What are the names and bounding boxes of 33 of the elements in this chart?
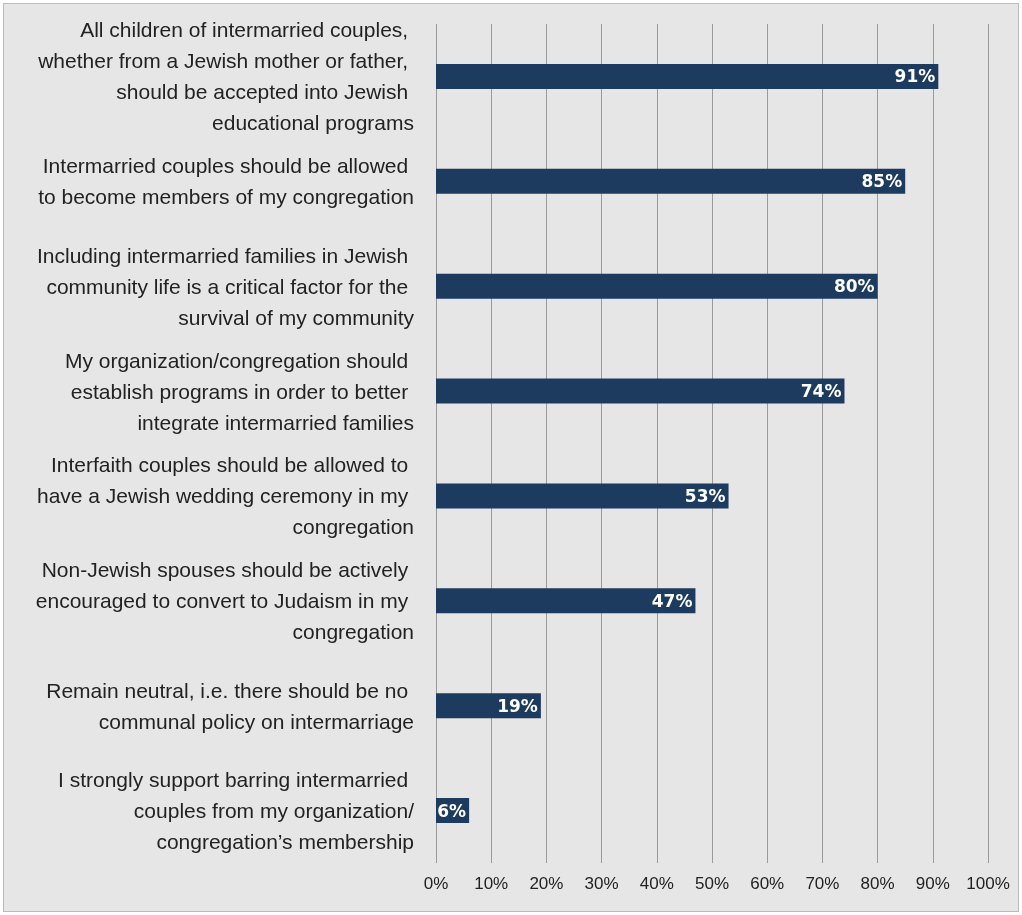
data-label: 6% (437, 800, 467, 821)
x-tick-label: 70% (805, 874, 840, 893)
bar (436, 483, 729, 509)
x-tick-label: 10% (474, 874, 509, 893)
y-tick-label: I strongly support barring intermarried couples from my organization/congregation’s membership (58, 768, 415, 854)
y-tick-label: Intermarried couples should be allowed to become members of my congregation (38, 154, 414, 209)
x-tick-label: 50% (694, 874, 730, 893)
bar (436, 273, 878, 299)
data-label: 91% (894, 66, 936, 87)
x-tick-label: 20% (529, 874, 564, 893)
data-label: 80% (833, 276, 875, 297)
data-label: 53% (684, 485, 726, 506)
x-tick-label: 0% (423, 874, 449, 893)
data-label: 85% (861, 171, 903, 192)
bar (436, 63, 939, 89)
x-tick-label: 30% (584, 874, 619, 893)
y-tick-label: Interfaith couples should be allowed to have a Jewish wedding ceremony in my congregation (36, 453, 414, 539)
x-tick-label: 90% (915, 874, 950, 893)
y-tick-label: Non-Jewish spouses should be actively encouraged to convert to Judaism in my congregation (35, 558, 414, 644)
bar (436, 588, 696, 614)
x-tick-label: 40% (639, 874, 674, 893)
data-label: 47% (651, 590, 693, 611)
x-tick-label: 80% (860, 874, 895, 893)
y-tick-label: All children of intermarried couples, whether from a Jewish mother or father, should be accepted into Jewish educational programs (37, 18, 414, 135)
bar (436, 168, 906, 194)
y-tick-label: My organization/congregation should establish programs in order to better integrate intermarried families (64, 348, 414, 434)
data-label: 74% (800, 381, 842, 402)
y-tick-label: Remain neutral, i.e. there should be no communal policy on intermarriage (46, 678, 414, 733)
data-label: 19% (497, 695, 538, 716)
x-tick-label: 100% (966, 874, 1010, 893)
x-tick-label: 60% (750, 874, 785, 893)
bar (436, 378, 845, 404)
y-tick-label: Including intermarried families in Jewish community life is a critical factor for the survival of my community (37, 243, 415, 329)
